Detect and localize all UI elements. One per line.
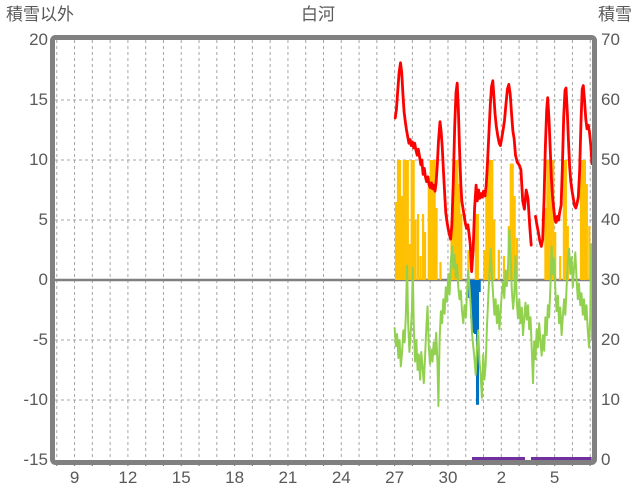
left-axis-tick: 10 [29, 150, 48, 169]
right-axis-tick: 0 [601, 450, 611, 469]
right-axis-tick: 10 [601, 390, 620, 409]
x-tick-marks [56, 461, 591, 466]
x-axis-tick: 27 [385, 468, 405, 487]
right-axis-tick: 20 [601, 330, 620, 349]
x-axis-tick: 24 [331, 468, 351, 487]
yellow-bars [394, 160, 592, 280]
left-axis-tick: -5 [32, 330, 48, 349]
left-axis-tick: -15 [23, 450, 48, 469]
chart-title: 白河 [301, 5, 335, 24]
gridlines [55, 40, 592, 460]
red-line [393, 61, 592, 274]
right-axis-title: 積雪 [598, 5, 632, 24]
x-axis-tick: 2 [496, 468, 507, 487]
series-group [393, 61, 592, 407]
right-axis-tick: 60 [601, 90, 620, 109]
x-axis-tick: 12 [118, 468, 138, 487]
right-axis-tick: 40 [601, 210, 620, 229]
right-axis-tick: 30 [601, 270, 620, 289]
x-axis-tick: 21 [278, 468, 298, 487]
x-axis-tick: 9 [69, 468, 80, 487]
x-axis-tick: 30 [438, 468, 458, 487]
left-axis-tick: -10 [23, 390, 48, 409]
green-line [393, 228, 592, 407]
right-axis-tick: 70 [601, 30, 620, 49]
left-axis-tick: 5 [38, 210, 48, 229]
left-axis-title: 積雪以外 [6, 5, 74, 24]
x-axis-tick: 15 [171, 468, 191, 487]
left-axis-tick: 20 [29, 30, 48, 49]
x-axis-tick: 5 [549, 468, 560, 487]
left-axis-tick: 0 [38, 270, 48, 289]
left-axis-tick: 15 [29, 90, 48, 109]
x-axis-tick: 18 [225, 468, 245, 487]
right-axis-tick: 50 [601, 150, 620, 169]
